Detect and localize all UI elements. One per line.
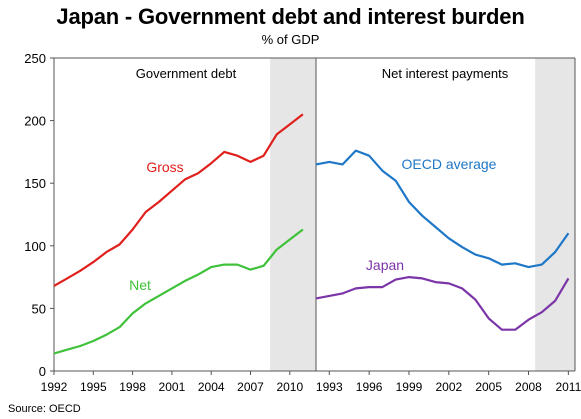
forecast-shade-1 bbox=[270, 58, 316, 371]
x-tick-label: 2008 bbox=[515, 380, 542, 394]
chart-title: Japan - Government debt and interest bur… bbox=[56, 4, 525, 29]
forecast-shade-2 bbox=[535, 58, 575, 371]
x-tick-label: 2001 bbox=[159, 380, 186, 394]
x-tick-label: 2005 bbox=[475, 380, 502, 394]
x-tick-label: 1992 bbox=[41, 380, 68, 394]
series-line-gross bbox=[53, 113, 304, 287]
chart-subtitle: % of GDP bbox=[261, 32, 320, 47]
x-tick-label: 1999 bbox=[396, 380, 423, 394]
series-line-japan bbox=[315, 276, 570, 331]
x-tick-label: 1996 bbox=[356, 380, 383, 394]
series-line-oecd-average bbox=[315, 149, 570, 269]
source-note: Source: OECD bbox=[8, 403, 81, 415]
x-tick-label: 2010 bbox=[276, 380, 303, 394]
series-line-net bbox=[53, 228, 304, 355]
series-label-oecd-average: OECD average bbox=[402, 156, 497, 172]
y-tick-label: 50 bbox=[32, 301, 46, 316]
y-tick-label: 150 bbox=[24, 176, 46, 191]
x-tick-label: 2004 bbox=[198, 380, 225, 394]
x-tick-label: 1993 bbox=[316, 380, 343, 394]
y-tick-label: 100 bbox=[24, 239, 46, 254]
series-label-net: Net bbox=[129, 277, 151, 293]
x-tick-label: 1995 bbox=[80, 380, 107, 394]
x-tick-label: 2007 bbox=[237, 380, 264, 394]
panel-title-2: Net interest payments bbox=[382, 66, 509, 81]
y-tick-label: 250 bbox=[24, 51, 46, 66]
panel-title-1: Government debt bbox=[136, 66, 237, 81]
y-tick-label: 0 bbox=[39, 364, 46, 379]
y-tick-label: 200 bbox=[24, 114, 46, 129]
x-tick-label: 1998 bbox=[119, 380, 146, 394]
x-tick-label: 2002 bbox=[435, 380, 462, 394]
x-tick-label: 2011 bbox=[555, 380, 581, 394]
series-label-japan: Japan bbox=[366, 257, 404, 273]
series-label-gross: Gross bbox=[146, 159, 183, 175]
